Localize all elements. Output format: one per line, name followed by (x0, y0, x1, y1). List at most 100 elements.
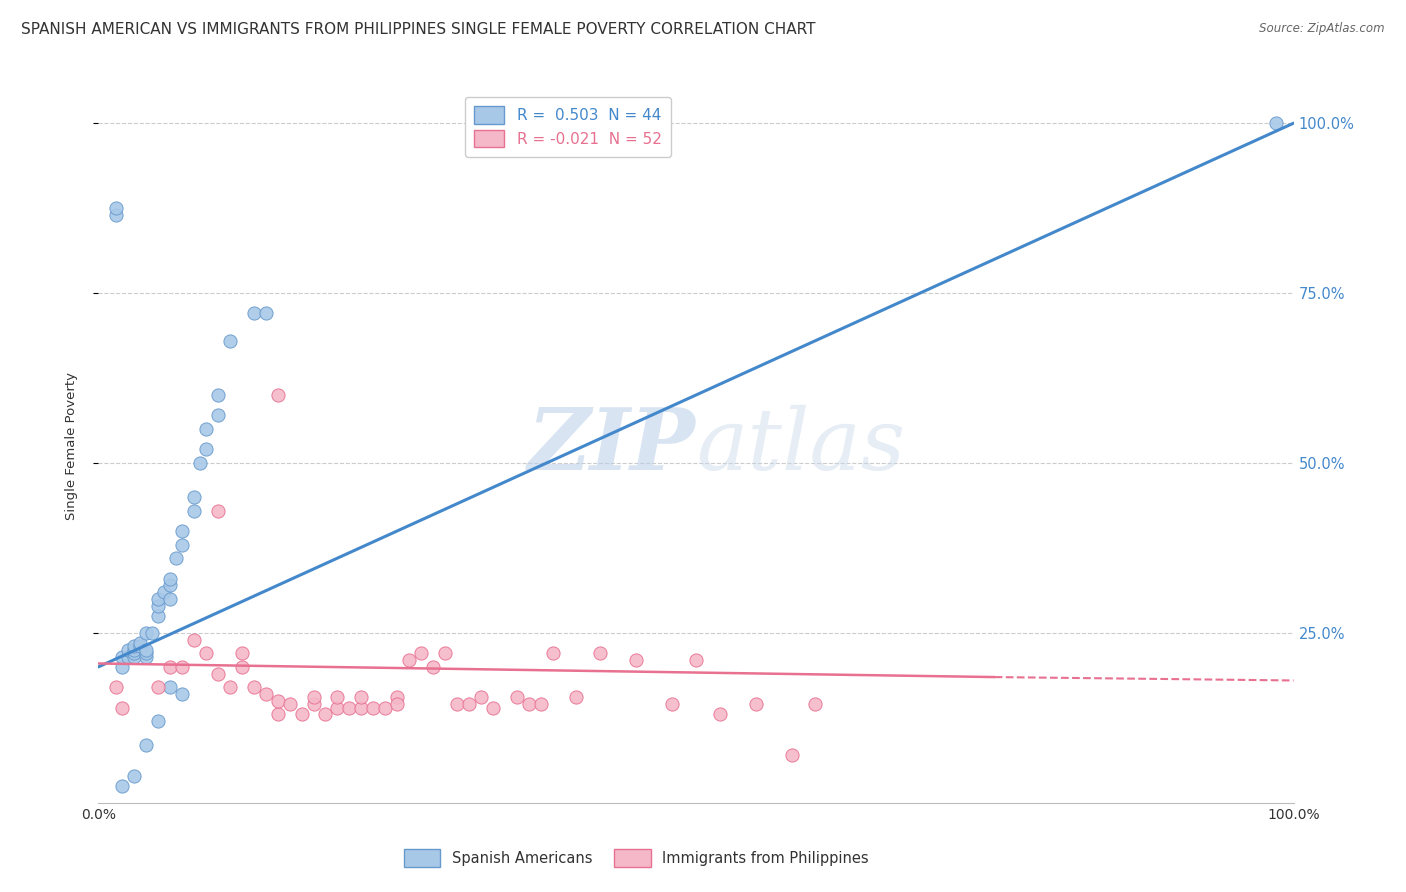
Point (194, 422, 218, 436)
Point (194, 442, 218, 457)
Point (804, 698, 827, 712)
Point (148, 591, 170, 606)
Point (661, 698, 683, 712)
Point (159, 578, 181, 592)
Point (326, 690, 349, 705)
Point (326, 700, 349, 714)
Point (207, 666, 229, 681)
Point (105, 208, 128, 222)
Point (626, 653, 648, 667)
Point (709, 707, 731, 722)
Point (183, 632, 205, 647)
Point (685, 653, 707, 667)
Point (1264, 116, 1286, 130)
Point (153, 585, 176, 599)
Point (135, 643, 157, 657)
Point (111, 779, 134, 793)
Point (111, 649, 134, 664)
Point (124, 769, 146, 783)
Point (148, 714, 170, 729)
Text: ZIP: ZIP (529, 404, 696, 488)
Legend: Spanish Americans, Immigrants from Philippines: Spanish Americans, Immigrants from Phili… (396, 842, 876, 874)
Point (565, 690, 588, 705)
Point (350, 690, 373, 705)
Point (278, 698, 301, 712)
Text: Source: ZipAtlas.com: Source: ZipAtlas.com (1260, 22, 1385, 36)
Point (135, 626, 157, 640)
Point (398, 653, 420, 667)
Point (135, 738, 157, 752)
Point (780, 748, 803, 763)
Point (124, 643, 146, 657)
Point (129, 636, 152, 650)
Point (148, 680, 170, 694)
Point (148, 608, 170, 623)
Point (481, 700, 505, 714)
Point (105, 680, 128, 694)
Point (267, 694, 290, 708)
Point (207, 409, 229, 423)
Point (302, 698, 325, 712)
Point (589, 646, 612, 660)
Point (172, 524, 194, 538)
Point (135, 646, 157, 660)
Point (517, 698, 540, 712)
Point (188, 456, 211, 470)
Point (243, 306, 266, 320)
Point (183, 503, 205, 517)
Point (363, 700, 385, 714)
Point (165, 551, 187, 566)
Point (124, 649, 146, 664)
Point (219, 680, 242, 694)
Text: SPANISH AMERICAN VS IMMIGRANTS FROM PHILIPPINES SINGLE FEMALE POVERTY CORRELATIO: SPANISH AMERICAN VS IMMIGRANTS FROM PHIL… (21, 22, 815, 37)
Point (254, 306, 277, 320)
Point (172, 687, 194, 701)
Point (148, 599, 170, 613)
Point (339, 700, 360, 714)
Point (446, 698, 468, 712)
Point (159, 591, 181, 606)
Point (411, 646, 433, 660)
Point (291, 707, 314, 722)
Point (117, 649, 139, 664)
Point (267, 388, 290, 402)
Y-axis label: Single Female Poverty: Single Female Poverty (65, 372, 77, 520)
Point (470, 690, 492, 705)
Point (159, 660, 181, 674)
Point (124, 646, 146, 660)
Point (141, 626, 163, 640)
Point (124, 640, 146, 654)
Point (267, 707, 290, 722)
Point (529, 698, 551, 712)
Point (350, 700, 373, 714)
Point (117, 643, 139, 657)
Point (506, 690, 529, 705)
Point (207, 503, 229, 517)
Point (231, 646, 253, 660)
Point (422, 660, 444, 674)
Point (219, 334, 242, 348)
Point (172, 660, 194, 674)
Point (374, 700, 396, 714)
Point (105, 201, 128, 215)
Point (458, 698, 481, 712)
Point (135, 649, 157, 664)
Point (111, 700, 134, 714)
Point (315, 707, 337, 722)
Point (254, 687, 277, 701)
Point (129, 640, 152, 654)
Point (207, 388, 229, 402)
Point (183, 490, 205, 504)
Point (231, 660, 253, 674)
Point (745, 698, 768, 712)
Text: atlas: atlas (696, 405, 905, 487)
Point (243, 680, 266, 694)
Point (172, 537, 194, 551)
Point (194, 646, 218, 660)
Point (385, 690, 409, 705)
Point (541, 646, 564, 660)
Point (385, 698, 409, 712)
Point (159, 572, 181, 586)
Point (302, 690, 325, 705)
Point (433, 646, 456, 660)
